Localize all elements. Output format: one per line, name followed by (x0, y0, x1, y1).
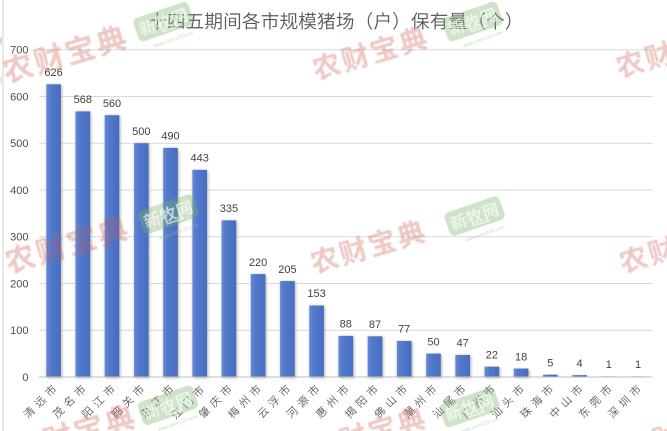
svg-text:88: 88 (340, 319, 352, 331)
svg-text:4: 4 (577, 358, 583, 370)
svg-text:47: 47 (457, 338, 469, 350)
svg-text:560: 560 (103, 98, 121, 110)
svg-text:0: 0 (22, 372, 28, 384)
svg-text:400: 400 (10, 185, 28, 197)
svg-text:200: 200 (10, 278, 28, 290)
svg-text:300: 300 (10, 232, 28, 244)
svg-text:490: 490 (161, 131, 179, 143)
svg-text:500: 500 (132, 126, 150, 138)
svg-text:153: 153 (307, 288, 325, 300)
svg-text:1: 1 (606, 359, 612, 371)
svg-text:1: 1 (635, 359, 641, 371)
svg-text:335: 335 (220, 203, 238, 215)
svg-text:443: 443 (191, 153, 209, 165)
svg-text:5: 5 (547, 357, 553, 369)
svg-text:87: 87 (369, 319, 381, 331)
svg-text:50: 50 (427, 336, 439, 348)
svg-text:500: 500 (10, 138, 28, 150)
svg-text:22: 22 (486, 349, 498, 361)
svg-text:100: 100 (10, 325, 28, 337)
svg-text:18: 18 (515, 351, 527, 363)
svg-text:600: 600 (10, 91, 28, 103)
svg-text:700: 700 (10, 45, 28, 57)
svg-text:568: 568 (74, 94, 92, 106)
svg-text:220: 220 (249, 257, 267, 269)
svg-text:205: 205 (278, 264, 296, 276)
svg-text:77: 77 (398, 324, 410, 336)
